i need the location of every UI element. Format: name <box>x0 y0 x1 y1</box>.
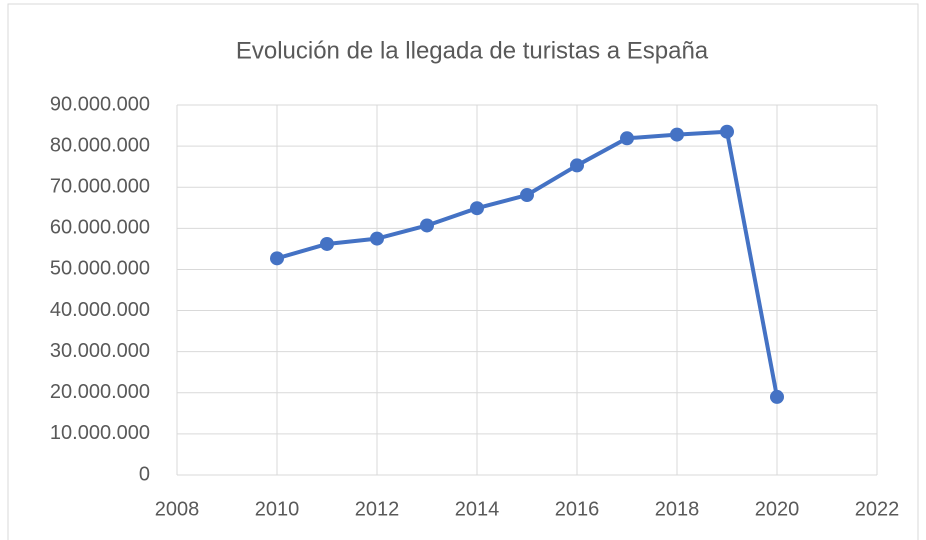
x-tick-label: 2018 <box>655 498 700 520</box>
chart-title: Evolución de la llegada de turistas a Es… <box>236 37 709 64</box>
data-point <box>670 127 684 142</box>
marks <box>270 124 784 404</box>
data-point <box>470 201 484 216</box>
x-tick-label: 2022 <box>855 498 900 520</box>
x-tick-label: 2008 <box>155 498 200 520</box>
data-point <box>320 236 334 251</box>
data-point <box>770 389 784 404</box>
data-point <box>620 131 634 146</box>
x-tick-label: 2020 <box>755 498 800 520</box>
y-tick-label: 70.000.000 <box>50 176 150 198</box>
y-tick-label: 80.000.000 <box>50 134 150 156</box>
x-tick-label: 2014 <box>455 498 500 520</box>
y-tick-label: 50.000.000 <box>50 258 150 280</box>
x-tick-label: 2016 <box>555 498 600 520</box>
data-point <box>720 124 734 139</box>
data-point <box>420 218 434 233</box>
grid <box>176 104 878 476</box>
data-point <box>570 158 584 173</box>
y-tick-label: 0 <box>139 463 150 485</box>
data-point <box>520 188 534 203</box>
y-tick-label: 90.000.000 <box>50 93 150 115</box>
y-tick-label: 60.000.000 <box>50 217 150 239</box>
y-tick-label: 10.000.000 <box>50 422 150 444</box>
data-point <box>370 231 384 246</box>
y-tick-label: 20.000.000 <box>50 381 150 403</box>
data-point <box>270 251 284 266</box>
y-tick-label: 30.000.000 <box>50 340 150 362</box>
y-tick-label: 40.000.000 <box>50 299 150 321</box>
x-tick-label: 2010 <box>255 498 300 520</box>
chart-border <box>7 3 919 540</box>
x-tick-label: 2012 <box>355 498 400 520</box>
